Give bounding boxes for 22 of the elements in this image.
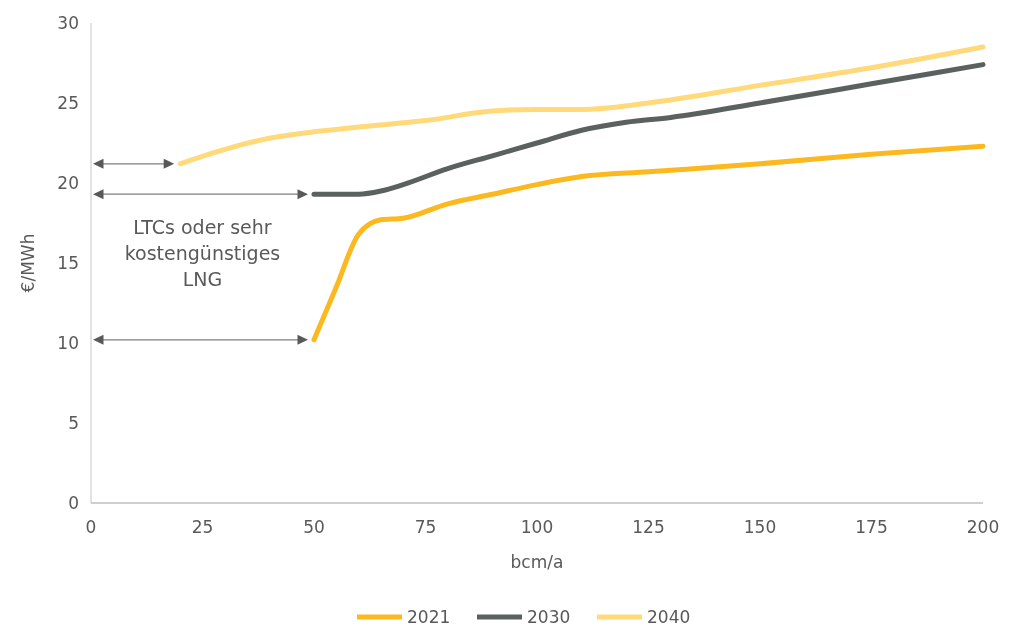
x-tick-label: 125 — [632, 517, 665, 537]
x-axis-title: bcm/a — [510, 552, 564, 572]
y-tick-label: 25 — [57, 92, 79, 113]
y-axis-title: €/MWh — [18, 233, 38, 293]
y-tick-label: 30 — [57, 12, 79, 33]
x-tick-label: 150 — [743, 517, 777, 537]
x-tick-label: 75 — [414, 517, 437, 537]
legend-label: 2040 — [647, 607, 691, 627]
y-tick-label: 20 — [57, 172, 79, 193]
legend-label: 2021 — [407, 607, 451, 627]
y-tick-label: 15 — [57, 252, 79, 273]
y-tick-label: 5 — [68, 412, 79, 433]
legend-label: 2030 — [527, 607, 571, 627]
y-tick-label: 10 — [57, 332, 79, 353]
y-tick-label: 0 — [68, 492, 79, 513]
x-tick-label: 200 — [966, 517, 1000, 537]
x-tick-label: 175 — [855, 517, 888, 537]
x-tick-label: 25 — [191, 517, 214, 537]
annotation: LTCs oder sehr kostengünstiges LNG — [124, 216, 281, 291]
x-tick-label: 100 — [520, 517, 554, 537]
x-tick-label: 0 — [85, 517, 97, 537]
x-tick-label: 50 — [303, 517, 325, 537]
